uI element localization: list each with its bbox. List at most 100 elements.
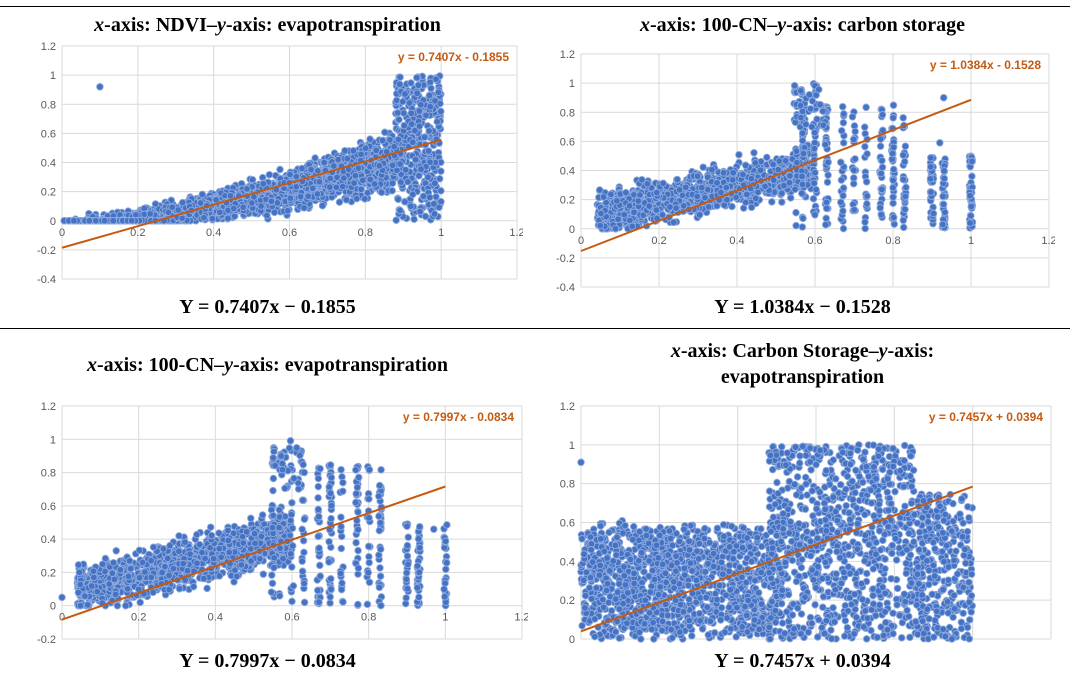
data-point — [926, 163, 935, 171]
data-point — [889, 183, 897, 192]
data-point — [899, 223, 908, 232]
data-point — [424, 147, 433, 155]
data-point — [257, 202, 265, 210]
data-point — [876, 142, 885, 150]
data-point — [377, 188, 386, 197]
data-point — [212, 196, 220, 204]
data-point — [409, 138, 417, 146]
data-point — [810, 179, 818, 187]
title-fragment: -axis: NDVI– — [104, 14, 217, 36]
top-rule — [0, 6, 1070, 7]
data-point — [411, 126, 419, 135]
data-point — [313, 190, 322, 198]
data-point — [415, 172, 423, 180]
data-point — [437, 167, 445, 175]
panel-cn-carbon: x-axis: 100-CN–y-axis: carbon storage -0… — [535, 0, 1070, 328]
data-point — [611, 224, 620, 233]
data-point — [121, 601, 130, 610]
data-point — [839, 139, 848, 147]
y-tick-label: 0.4 — [41, 534, 56, 546]
data-point — [634, 197, 643, 205]
data-point — [286, 194, 295, 202]
data-point — [314, 167, 322, 175]
y-tick-label: 0.2 — [560, 195, 575, 207]
data-point — [381, 128, 389, 137]
y-tick-label: -0.2 — [37, 245, 56, 257]
data-point — [863, 200, 871, 208]
data-point — [940, 167, 948, 175]
equation-caption: Y = 1.0384x − 0.1528 — [714, 296, 891, 318]
data-point — [899, 175, 908, 184]
data-point — [861, 218, 869, 226]
data-point — [276, 165, 284, 174]
data-point — [968, 172, 976, 181]
data-point — [679, 202, 688, 210]
data-point — [361, 195, 369, 203]
data-point — [350, 179, 358, 187]
data-point — [435, 203, 443, 212]
trendline-equation-label: y = 0.7407x - 0.1855 — [398, 50, 509, 64]
title-fragment: x — [86, 354, 97, 376]
data-point — [889, 165, 898, 174]
x-tick-label: 1.2 — [514, 612, 528, 624]
data-point — [699, 163, 707, 171]
data-point — [620, 210, 629, 219]
data-point — [861, 224, 869, 233]
data-point — [625, 202, 634, 210]
data-point — [848, 113, 857, 121]
data-point — [792, 208, 800, 217]
data-point — [354, 164, 363, 172]
x-tick-label: 0.4 — [206, 227, 221, 239]
x-tick-label: 0 — [59, 612, 65, 624]
data-point — [395, 115, 403, 124]
title-fragment: y — [216, 14, 226, 36]
data-point — [189, 582, 198, 591]
data-point — [863, 150, 871, 158]
data-point — [815, 85, 823, 94]
data-point — [628, 222, 636, 231]
y-tick-label: 0 — [50, 216, 56, 228]
data-point — [311, 154, 319, 162]
data-point — [630, 208, 638, 217]
data-point — [349, 147, 358, 155]
data-point — [366, 135, 374, 143]
panel-title: x-axis: NDVI–y-axis: evapotranspiration — [0, 12, 535, 38]
data-point — [729, 168, 737, 177]
data-point — [666, 203, 674, 211]
trendline-equation-label: y = 1.0384x - 0.1528 — [930, 58, 1041, 72]
x-tick-label: 0 — [578, 235, 584, 247]
data-point — [899, 151, 907, 159]
data-point — [739, 170, 747, 179]
data-point — [889, 193, 897, 201]
data-point — [413, 73, 421, 82]
data-point — [816, 100, 824, 109]
data-point — [426, 102, 434, 111]
data-point — [216, 208, 224, 217]
data-point — [638, 175, 646, 184]
data-point — [320, 158, 328, 167]
data-point — [109, 216, 118, 225]
title-fragment: -axis: evapotranspiration — [233, 354, 449, 376]
data-point — [862, 178, 871, 186]
data-point — [330, 162, 338, 170]
data-point — [414, 81, 423, 89]
data-point — [413, 89, 421, 98]
data-point — [811, 168, 819, 177]
data-point — [901, 205, 909, 214]
x-tick-label: 1.2 — [1041, 235, 1055, 247]
data-point — [819, 121, 828, 129]
scatter-chart: -0.4-0.200.20.40.60.811.20 0.2 0.4 0.6 0.8 1 1… — [37, 41, 523, 285]
y-tick-label: 0 — [569, 224, 575, 236]
data-point — [926, 175, 935, 183]
data-point — [146, 210, 154, 218]
data-point — [366, 175, 375, 184]
data-point — [940, 174, 949, 183]
y-tick-label: 1 — [50, 434, 56, 446]
data-point — [431, 179, 439, 188]
data-point — [968, 157, 976, 166]
data-point — [96, 83, 104, 91]
data-point — [822, 214, 830, 223]
data-point — [394, 109, 402, 117]
data-point — [401, 198, 409, 206]
data-point — [799, 149, 808, 158]
